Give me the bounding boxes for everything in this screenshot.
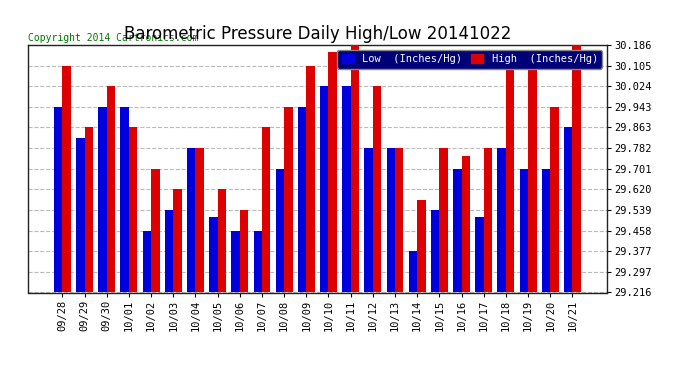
Bar <box>497 148 506 292</box>
Bar <box>217 189 226 292</box>
Bar <box>284 107 293 292</box>
Bar <box>328 52 337 292</box>
Bar <box>306 66 315 292</box>
Legend: Low  (Inches/Hg), High  (Inches/Hg): Low (Inches/Hg), High (Inches/Hg) <box>337 50 602 69</box>
Bar <box>129 128 137 292</box>
Bar <box>187 148 195 292</box>
Bar <box>373 86 382 292</box>
Bar <box>195 148 204 292</box>
Bar <box>121 107 129 292</box>
Bar <box>550 107 559 292</box>
Bar <box>475 217 484 292</box>
Bar <box>395 148 404 292</box>
Bar <box>231 231 240 292</box>
Bar <box>564 128 573 292</box>
Bar <box>240 210 248 292</box>
Bar <box>320 86 328 292</box>
Text: Copyright 2014 Cartronics.com: Copyright 2014 Cartronics.com <box>28 33 198 42</box>
Bar <box>364 148 373 292</box>
Bar <box>276 169 284 292</box>
Bar <box>143 231 151 292</box>
Bar <box>298 107 306 292</box>
Bar <box>506 66 514 292</box>
Bar <box>573 45 581 292</box>
Bar <box>209 217 217 292</box>
Bar <box>62 66 71 292</box>
Bar <box>351 45 359 292</box>
Bar <box>173 189 181 292</box>
Bar <box>520 169 528 292</box>
Bar <box>431 210 440 292</box>
Bar <box>54 107 62 292</box>
Bar <box>76 138 85 292</box>
Bar <box>85 128 93 292</box>
Bar <box>528 66 537 292</box>
Bar <box>107 86 115 292</box>
Bar <box>386 148 395 292</box>
Bar <box>453 169 462 292</box>
Bar <box>408 251 417 292</box>
Bar <box>98 107 107 292</box>
Bar <box>542 169 550 292</box>
Title: Barometric Pressure Daily High/Low 20141022: Barometric Pressure Daily High/Low 20141… <box>124 26 511 44</box>
Bar <box>151 169 159 292</box>
Bar <box>165 210 173 292</box>
Bar <box>342 86 351 292</box>
Bar <box>262 128 270 292</box>
Bar <box>253 231 262 292</box>
Bar <box>484 148 492 292</box>
Bar <box>440 148 448 292</box>
Bar <box>462 156 470 292</box>
Bar <box>417 200 426 292</box>
